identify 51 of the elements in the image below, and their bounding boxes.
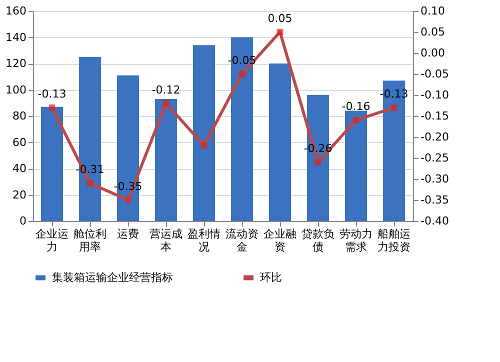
- point: [276, 28, 284, 36]
- y2-tick-label: 0.00: [420, 46, 445, 60]
- y-tick-label: 80: [12, 110, 26, 122]
- y-tick-label: 20: [12, 188, 26, 202]
- y-tick-label: 0: [20, 214, 26, 228]
- y-tick-label: 120: [6, 57, 26, 70]
- y-tick-label: 60: [12, 136, 26, 149]
- legend-label: 环比: [260, 270, 282, 284]
- x-tick-label: 贷款负债: [302, 228, 334, 254]
- point: [390, 104, 398, 111]
- x-tick-label: 盈利情况: [188, 228, 220, 254]
- x-tick-label: 舱位利用率: [74, 228, 106, 254]
- x-tick-label: 企业运力: [36, 228, 68, 254]
- x-tick-label: 企业融资: [264, 228, 296, 254]
- data-label: -0.12: [152, 83, 180, 96]
- y2-tick-label: -0.40: [420, 214, 449, 228]
- point: [124, 196, 132, 204]
- y2-tick-label: -0.05: [420, 68, 449, 80]
- y2-tick-label: 0.10: [420, 4, 445, 18]
- x-tick-label: 船舶运力投资: [378, 228, 410, 254]
- legend-label: 集装箱运输企业经营指标: [52, 270, 173, 284]
- point: [200, 142, 208, 149]
- y-tick-label: 160: [6, 4, 26, 18]
- y2-tick-label: -0.20: [420, 130, 449, 144]
- point: [314, 159, 322, 166]
- data-label: -0.13: [38, 88, 66, 101]
- bar: [345, 110, 367, 221]
- data-label: 0.05: [268, 12, 292, 25]
- y-tick-label: 40: [12, 162, 26, 175]
- point: [162, 100, 170, 107]
- y2-tick-label: 0.05: [420, 26, 445, 38]
- y2-tick-label: -0.30: [420, 172, 449, 186]
- point: [48, 104, 56, 111]
- data-label: -0.16: [342, 100, 370, 114]
- x-tick-label: 营运成本: [150, 228, 182, 254]
- x-tick-label: 运费: [117, 228, 139, 240]
- y2-tick-label: -0.15: [420, 110, 449, 122]
- point: [238, 70, 246, 78]
- y2-tick-label: -0.35: [420, 194, 449, 206]
- bar: [193, 45, 215, 221]
- point: [352, 117, 360, 124]
- y2-tick-label: -0.10: [420, 88, 449, 102]
- point: [86, 180, 94, 186]
- bar: [41, 106, 63, 221]
- bar: [155, 98, 177, 221]
- y2-tick-label: -0.25: [420, 152, 449, 164]
- y-tick-label: 140: [6, 30, 26, 44]
- x-tick-label: 流动资金: [226, 228, 258, 254]
- y-tick-label: 100: [6, 83, 26, 96]
- bar: [269, 64, 291, 221]
- x-tick-label: 劳动力需求: [340, 228, 372, 254]
